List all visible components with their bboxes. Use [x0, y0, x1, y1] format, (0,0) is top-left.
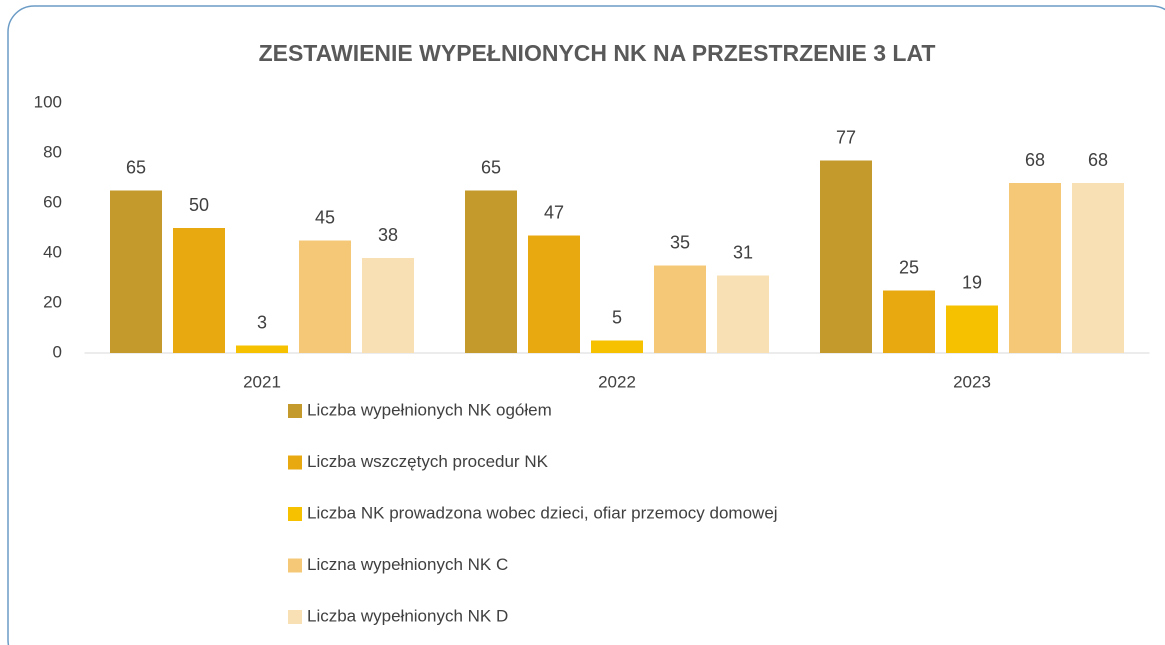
legend-label: Liczba NK prowadzona wobec dzieci, ofiar…: [307, 503, 778, 522]
data-label: 65: [126, 157, 146, 177]
data-label: 45: [315, 207, 335, 227]
legend-label: Liczba wszczętych procedur NK: [307, 452, 549, 471]
data-label: 3: [257, 312, 267, 332]
bar: [528, 235, 580, 353]
data-label: 5: [612, 307, 622, 327]
bar: [465, 190, 517, 353]
x-tick-label: 2023: [953, 372, 991, 391]
legend-label: Liczba wypełnionych NK ogółem: [307, 400, 552, 419]
y-tick-label: 20: [43, 292, 62, 311]
bar: [1009, 183, 1061, 353]
data-label: 31: [733, 242, 753, 262]
y-tick-label: 60: [43, 192, 62, 211]
bar: [236, 345, 288, 353]
x-tick-label: 2021: [243, 372, 281, 391]
legend-label: Liczba wypełnionych NK D: [307, 606, 508, 625]
data-label: 50: [189, 195, 209, 215]
data-label: 47: [544, 202, 564, 222]
y-tick-label: 40: [43, 242, 62, 261]
bar: [946, 305, 998, 353]
bar: [820, 160, 872, 353]
data-label: 35: [670, 232, 690, 252]
legend-label: Liczna wypełnionych NK C: [307, 555, 508, 574]
bar: [717, 275, 769, 353]
data-label: 65: [481, 157, 501, 177]
bar: [173, 228, 225, 353]
bar: [1072, 183, 1124, 353]
legend-swatch: [288, 507, 302, 521]
legend-swatch: [288, 610, 302, 624]
bar: [883, 290, 935, 353]
data-label: 38: [378, 225, 398, 245]
y-tick-label: 100: [34, 92, 62, 111]
bar: [591, 340, 643, 353]
chart-title: ZESTAWIENIE WYPEŁNIONYCH NK NA PRZESTRZE…: [259, 40, 936, 66]
data-label: 77: [836, 127, 856, 147]
chart-frame: [7, 5, 1165, 645]
data-label: 68: [1025, 150, 1045, 170]
x-tick-label: 2022: [598, 372, 636, 391]
data-label: 68: [1088, 150, 1108, 170]
y-tick-label: 0: [53, 342, 62, 361]
legend-swatch: [288, 455, 302, 470]
y-tick-label: 80: [43, 142, 62, 161]
bar: [654, 265, 706, 353]
legend-swatch: [288, 404, 302, 418]
bar: [110, 190, 162, 353]
bar: [299, 240, 351, 353]
legend-swatch: [288, 558, 302, 573]
bar: [362, 258, 414, 353]
data-label: 25: [899, 257, 919, 277]
data-label: 19: [962, 272, 982, 292]
